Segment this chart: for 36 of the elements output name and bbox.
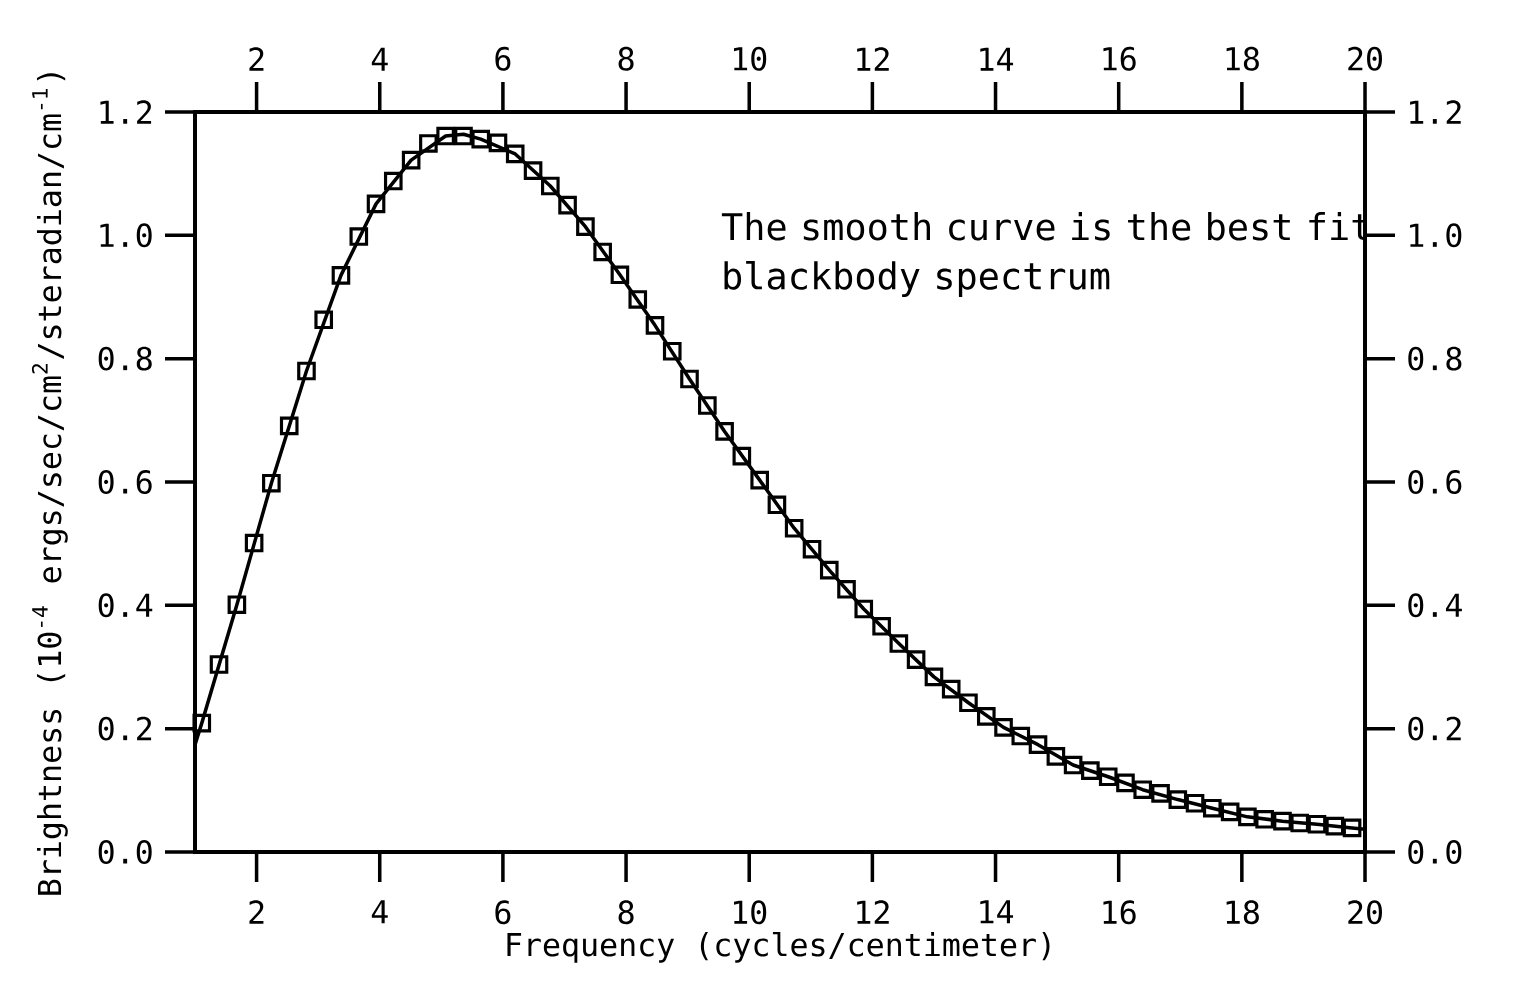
x2-tick-label: 14 [980,900,1014,924]
y-tick-label: 1.0 [100,223,152,248]
y-tick-label: 0.6 [98,470,152,494]
y2-tick-label: 1.2 [1410,100,1461,124]
y2-tick-label: 1.0 [1410,223,1462,248]
y-tick-label: 0.8 [98,346,152,371]
x2-tick-label: 4 [371,900,388,924]
y-tick-label: 0.0 [98,840,152,864]
y-tick-label: 0.4 [98,593,153,618]
x-tick-label: 16 [1103,46,1136,71]
x2-tick-label: 20 [1348,900,1382,925]
y2-tick-label: 0.2 [1408,716,1461,741]
x2-tick-label: 6 [495,900,511,925]
x-tick-label: 14 [980,47,1014,71]
y2-tick-label: 0.4 [1408,593,1462,618]
x-tick-label: 18 [1226,46,1259,71]
x-tick-label: 2 [249,47,264,71]
y-tick-label: 1.2 [100,100,152,124]
y2-tick-label: 0.6 [1408,470,1462,494]
y-tick-label: 0.2 [98,716,152,741]
x2-tick-label: 2 [249,900,264,924]
x-tick-label: 6 [495,46,511,71]
x-tick-label: 12 [857,47,889,71]
x-tick-label: 20 [1348,46,1382,71]
y-axis-title: Brightness (10$^{-4}$ ergs/sec/cm$^{2}$/steradian/cm$^{-1}$) [31,73,68,895]
x2-tick-label: 16 [1103,900,1136,925]
x-tick-label: 10 [733,46,767,71]
x2-tick-label: 12 [857,900,889,924]
y2-tick-label: 0.0 [1408,840,1462,864]
y2-tick-label: 0.8 [1408,346,1462,371]
x2-tick-label: 8 [618,900,634,925]
x2-tick-label: 10 [733,900,767,925]
x-tick-label: 4 [371,47,388,71]
x-tick-label: 8 [618,46,634,71]
x-axis-title: Frequency (cycles/centimeter) [507,931,1050,963]
x2-tick-label: 18 [1226,900,1259,925]
